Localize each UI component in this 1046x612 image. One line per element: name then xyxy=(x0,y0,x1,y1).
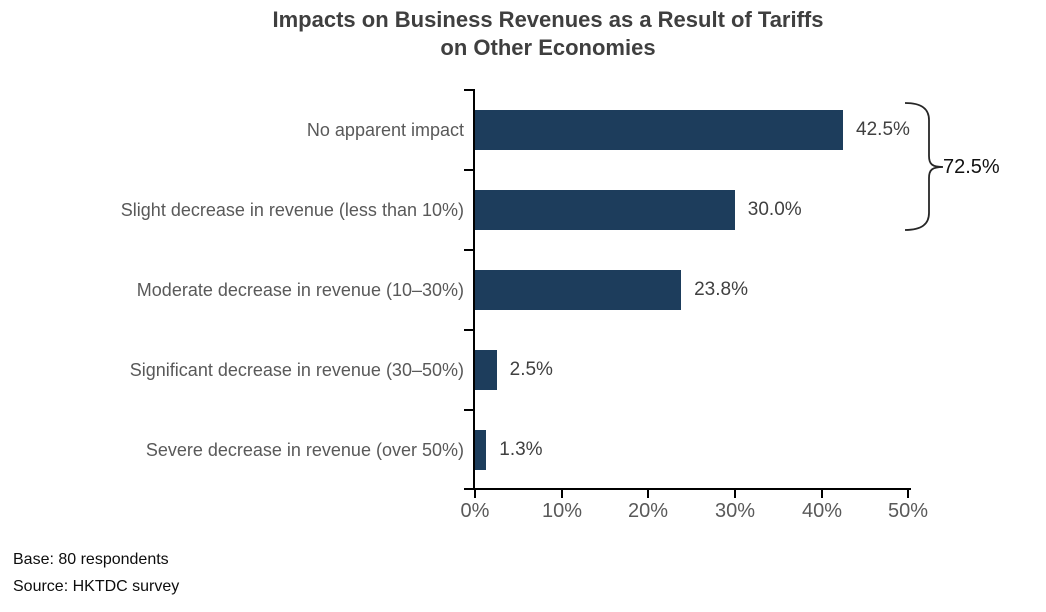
category-label: No apparent impact xyxy=(306,119,464,140)
x-axis-tick xyxy=(734,490,736,498)
y-axis-tick xyxy=(464,249,473,251)
y-axis-tick xyxy=(464,89,473,91)
bar-row: Moderate decrease in revenue (10–30%) 23… xyxy=(0,250,1046,330)
bar-severe-decrease xyxy=(475,430,487,470)
category-label: Moderate decrease in revenue (10–30%) xyxy=(136,279,464,300)
x-tick-label: 10% xyxy=(541,500,583,522)
category-label: Slight decrease in revenue (less than 10… xyxy=(120,199,464,220)
category-label: Severe decrease in revenue (over 50%) xyxy=(145,439,464,460)
x-tick-label: 20% xyxy=(627,500,669,522)
x-axis-tick xyxy=(907,490,909,498)
x-tick-label: 50% xyxy=(887,500,929,522)
bar-significant-decrease xyxy=(475,350,497,390)
y-axis-line xyxy=(473,89,475,490)
x-axis-tick xyxy=(561,490,563,498)
x-tick-label: 40% xyxy=(801,500,843,522)
bar-row: Slight decrease in revenue (less than 10… xyxy=(0,170,1046,250)
chart-title-line1: Impacts on Business Revenues as a Result… xyxy=(272,7,824,32)
x-tick-label: 0% xyxy=(460,500,490,522)
x-axis-tick xyxy=(474,490,476,498)
x-tick-label: 30% xyxy=(714,500,756,522)
source-note: Source: HKTDC survey xyxy=(13,578,180,595)
bar-no-apparent-impact xyxy=(475,110,844,150)
category-label: Significant decrease in revenue (30–50%) xyxy=(129,359,464,380)
chart-title-line2: on Other Economies xyxy=(440,35,656,60)
x-axis-tick xyxy=(821,490,823,498)
bar-moderate-decrease xyxy=(475,270,682,310)
y-axis-tick xyxy=(464,409,473,411)
value-label: 30.0% xyxy=(747,199,802,220)
x-axis-line xyxy=(473,488,911,490)
value-label: 23.8% xyxy=(694,279,748,300)
value-label: 2.5% xyxy=(509,359,553,380)
value-label: 1.3% xyxy=(499,439,543,460)
chart-title: Impacts on Business Revenues as a Result… xyxy=(50,6,1046,62)
y-axis-tick xyxy=(464,169,473,171)
x-axis-tick xyxy=(647,490,649,498)
grouping-brace-label: 72.5% xyxy=(943,156,1000,178)
bar-row: No apparent impact 42.5% xyxy=(0,90,1046,170)
y-axis-tick xyxy=(464,488,473,490)
y-axis-tick xyxy=(464,329,473,331)
grouping-brace xyxy=(904,102,944,231)
value-label: 42.5% xyxy=(856,119,910,140)
bar-slight-decrease xyxy=(475,190,735,230)
bar-row: Severe decrease in revenue (over 50%) 1.… xyxy=(0,410,1046,490)
bar-row: Significant decrease in revenue (30–50%)… xyxy=(0,330,1046,410)
base-note: Base: 80 respondents xyxy=(13,551,169,568)
